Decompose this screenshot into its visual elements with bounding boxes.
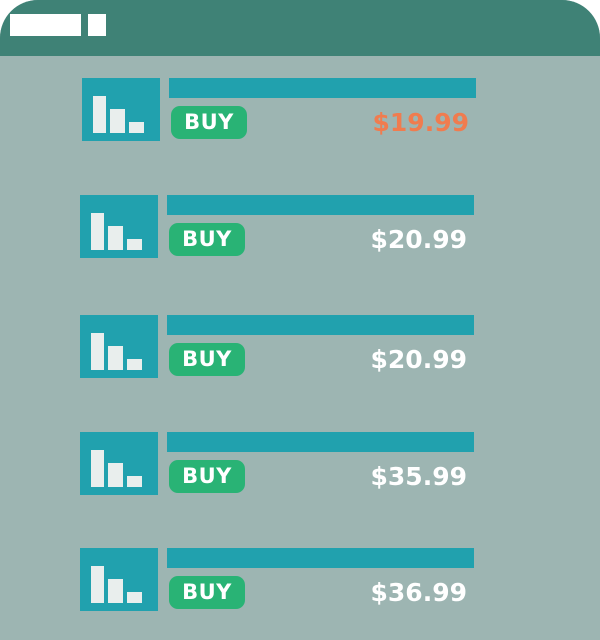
product-price: $36.99 — [370, 578, 467, 607]
bar-chart-icon — [80, 315, 158, 378]
bar-chart-icon — [80, 195, 158, 258]
buy-button[interactable]: BUY — [169, 576, 245, 609]
bar-chart-icon — [82, 78, 160, 141]
buy-button[interactable]: BUY — [169, 223, 245, 256]
product-title-placeholder — [167, 315, 474, 335]
buy-button[interactable]: BUY — [171, 106, 247, 139]
product-title-placeholder — [167, 432, 474, 452]
product-price: $20.99 — [370, 345, 467, 374]
title-bar — [0, 0, 600, 56]
product-title-placeholder — [167, 195, 474, 215]
product-row: BUY $20.99 — [80, 195, 600, 285]
product-row: BUY $20.99 — [80, 315, 600, 405]
product-title-placeholder — [169, 78, 476, 98]
bar-chart-icon — [80, 548, 158, 611]
bar-chart-icon — [80, 432, 158, 495]
buy-button[interactable]: BUY — [169, 343, 245, 376]
product-price: $35.99 — [370, 462, 467, 491]
product-row: BUY $19.99 — [82, 78, 600, 168]
product-row: BUY $35.99 — [80, 432, 600, 522]
product-price: $20.99 — [370, 225, 467, 254]
product-row: BUY $36.99 — [80, 548, 600, 638]
title-placeholder-bar — [10, 14, 81, 36]
title-placeholder-square — [88, 14, 106, 36]
buy-button[interactable]: BUY — [169, 460, 245, 493]
product-title-placeholder — [167, 548, 474, 568]
product-price: $19.99 — [372, 108, 469, 137]
